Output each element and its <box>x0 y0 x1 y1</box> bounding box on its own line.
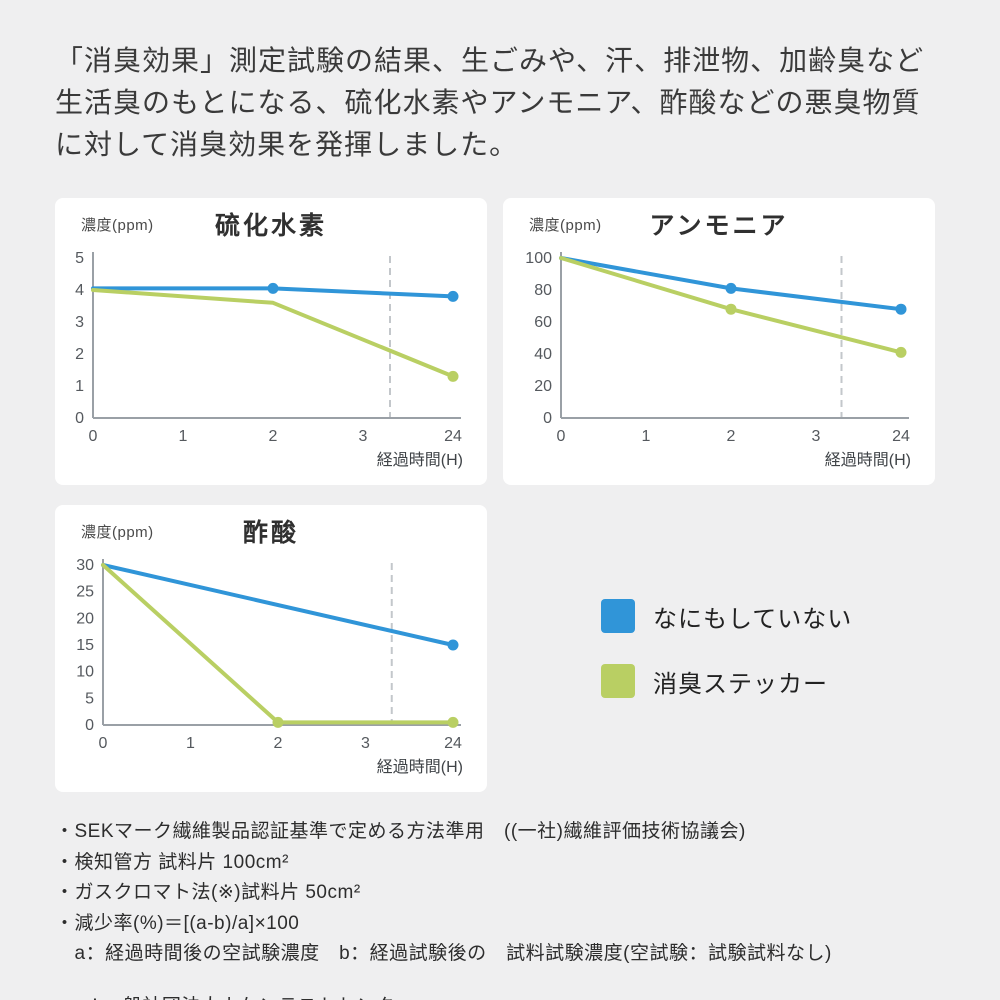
svg-text:1: 1 <box>186 735 195 752</box>
svg-text:20: 20 <box>76 610 94 627</box>
chart-title-hydrogen-sulfide: 硫化水素 <box>214 212 327 240</box>
svg-text:25: 25 <box>76 584 94 601</box>
svg-text:経過時間(H): 経過時間(H) <box>825 451 911 469</box>
svg-text:2: 2 <box>274 735 283 752</box>
legend-item-deodorant-sticker: 消臭ステッカー <box>601 664 935 699</box>
svg-text:0: 0 <box>75 410 84 427</box>
svg-text:経過時間(H): 経過時間(H) <box>377 451 463 469</box>
footnote-formula-terms: a：経過時間後の空試験濃度 b：経過試験後の 試料試験濃度(空試験：試験試料なし… <box>55 943 832 964</box>
footnote-gas-chromatography: ・ガスクロマト法(※)試料片 50cm² <box>55 882 361 903</box>
svg-text:3: 3 <box>812 428 821 445</box>
svg-text:3: 3 <box>359 428 368 445</box>
svg-text:5: 5 <box>75 250 84 267</box>
footnote-method: ・SEKマーク繊維製品認証基準で定める方法準用 ((一社)繊維評価技術協議会) <box>55 821 746 842</box>
svg-text:20: 20 <box>534 378 552 395</box>
svg-text:10: 10 <box>76 664 94 681</box>
line-chart-hydrogen-sulfide: 0 1 2 3 4 5 0 1 2 3 24 経過時間(H) <box>75 250 463 469</box>
line-chart-ammonia: 0 20 40 60 80 100 0 1 2 3 24 経過時間(H) <box>525 250 911 469</box>
svg-text:100: 100 <box>525 250 552 267</box>
legend-label-deodorant-sticker: 消臭ステッカー <box>653 670 828 698</box>
chart-card-acetic-acid: 濃度(ppm) 酢酸 0 5 10 15 20 25 30 0 1 2 3 24 経過時間(H) <box>55 505 487 792</box>
svg-text:30: 30 <box>76 557 94 574</box>
svg-text:80: 80 <box>534 282 552 299</box>
svg-text:24: 24 <box>444 735 462 752</box>
charts-grid: 濃度(ppm) 硫化水素 0 1 2 3 4 5 0 1 2 3 24 経過時間(H) 濃度(ppm)… <box>55 198 945 792</box>
svg-text:4: 4 <box>75 282 84 299</box>
legend-swatch-blue <box>601 599 635 633</box>
legend: なにもしていない 消臭ステッカー <box>503 505 935 792</box>
chart-card-ammonia: 濃度(ppm) アンモニア 0 20 40 60 80 100 0 1 2 3 24 経過時間(H) <box>503 198 935 485</box>
y-axis-label: 濃度(ppm) <box>529 217 602 234</box>
svg-text:24: 24 <box>892 428 910 445</box>
legend-item-untreated: なにもしていない <box>601 599 935 634</box>
chart-card-hydrogen-sulfide: 濃度(ppm) 硫化水素 0 1 2 3 4 5 0 1 2 3 24 経過時間(H) <box>55 198 487 485</box>
footnotes: ・SEKマーク繊維製品認証基準で定める方法準用 ((一社)繊維評価技術協議会) … <box>55 818 945 1000</box>
y-axis-label: 濃度(ppm) <box>81 217 154 234</box>
footnote-reduction-formula: ・減少率(%)＝[(a-b)/a]×100 <box>55 912 300 934</box>
svg-text:24: 24 <box>444 428 462 445</box>
svg-text:2: 2 <box>75 346 84 363</box>
svg-text:1: 1 <box>179 428 188 445</box>
svg-text:0: 0 <box>557 428 566 445</box>
svg-text:0: 0 <box>99 735 108 752</box>
y-axis-label: 濃度(ppm) <box>81 524 154 541</box>
line-chart-acetic-acid: 0 5 10 15 20 25 30 0 1 2 3 24 経過時間(H) <box>76 557 463 776</box>
svg-text:0: 0 <box>89 428 98 445</box>
svg-text:0: 0 <box>85 717 94 734</box>
legend-swatch-green <box>601 664 635 698</box>
svg-text:経過時間(H): 経過時間(H) <box>377 758 463 776</box>
svg-text:3: 3 <box>75 314 84 331</box>
svg-text:60: 60 <box>534 314 552 331</box>
legend-label-untreated: なにもしていない <box>653 605 853 633</box>
svg-text:2: 2 <box>727 428 736 445</box>
footnote-test-center: ※一般社団法人カケンテストセンター <box>87 993 945 1000</box>
chart-title-acetic-acid: 酢酸 <box>242 519 299 547</box>
svg-text:5: 5 <box>85 690 94 707</box>
svg-text:2: 2 <box>269 428 278 445</box>
svg-text:1: 1 <box>75 378 84 395</box>
svg-text:40: 40 <box>534 346 552 363</box>
svg-text:3: 3 <box>361 735 370 752</box>
chart-title-ammonia: アンモニア <box>649 212 789 240</box>
svg-text:0: 0 <box>543 410 552 427</box>
page-title: 「消臭効果」測定試験の結果、生ごみや、汗、排泄物、加齢臭など生活臭のもとになる、… <box>55 45 925 160</box>
svg-text:1: 1 <box>642 428 651 445</box>
footnote-detector-tube: ・検知管方 試料片 100cm² <box>55 851 289 873</box>
svg-text:15: 15 <box>76 637 94 654</box>
